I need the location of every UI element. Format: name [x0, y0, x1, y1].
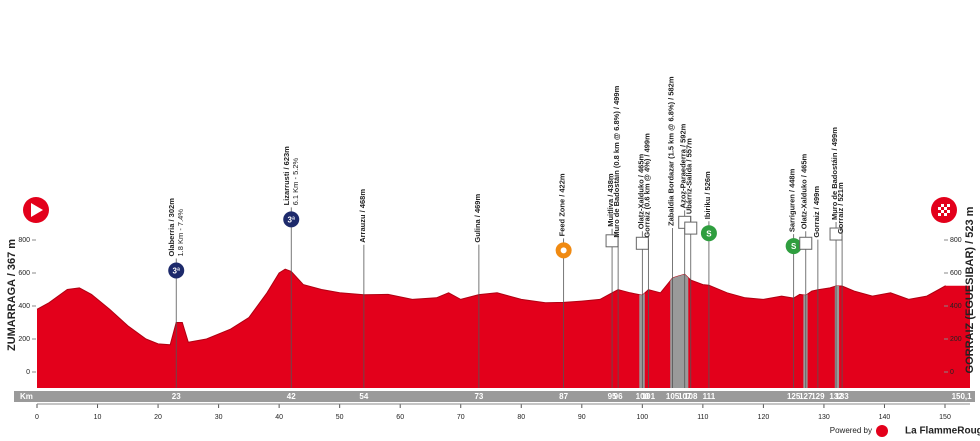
waypoint-km: 125	[787, 392, 801, 401]
icon-badge: 3ª	[173, 267, 180, 276]
y-tick-label: 600	[18, 270, 30, 277]
x-tick-label: 80	[517, 414, 525, 421]
waypoint-name: Lizarrusti / 623m	[282, 146, 291, 206]
x-tick-label: 140	[879, 414, 891, 421]
waypoint-km: 23	[172, 392, 181, 401]
finish-check	[938, 213, 941, 216]
waypoint-note: 6.1 Km - 5.2%	[291, 157, 300, 205]
x-tick-label: 110	[697, 414, 708, 421]
kom-icon	[283, 211, 300, 228]
x-tick-label: 120	[758, 414, 770, 421]
km-bar	[14, 391, 975, 402]
climb-zone	[834, 286, 840, 388]
waypoint-name: Ubárriz-Salida / 557m	[685, 138, 694, 214]
box-icon	[799, 236, 813, 250]
start-arrow	[31, 203, 43, 217]
waypoint-name: Gorraiz (0.6 km @ 4%) / 499m	[642, 133, 651, 238]
waypoint-name: Olatz-Xalduko / 465m	[800, 154, 809, 230]
waypoint-name: Gorraiz / 521m	[836, 182, 845, 234]
waypoint-name: Gorraiz / 499m	[812, 186, 821, 238]
finish-km: 150,1	[952, 392, 973, 401]
y-tick-label: 200	[18, 336, 30, 343]
finish-check	[944, 207, 947, 210]
waypoint-name: Muro de Badostáin (0.8 km @ 6.8%) / 499m	[612, 85, 621, 237]
profile-fill	[37, 269, 970, 388]
waypoint-km: 101	[642, 392, 656, 401]
finish-label: GORRAIZ (EGUESIBAR) / 523 m	[964, 206, 976, 373]
waypoint-name: Azoz-Paraederra / 592m	[679, 123, 688, 208]
y2-tick-label: 800	[950, 237, 962, 244]
x-tick-label: 50	[336, 414, 344, 421]
waypoint-km: 95	[608, 392, 617, 401]
brand-logo	[876, 425, 888, 437]
finish-check	[944, 213, 947, 216]
sprint-icon	[785, 238, 802, 255]
waypoint-km: 42	[287, 392, 296, 401]
y2-tick-label: 400	[950, 303, 962, 310]
feed-dot	[560, 247, 567, 254]
box-icon	[684, 221, 698, 235]
waypoint-km: 73	[474, 392, 483, 401]
box-icon	[635, 236, 649, 250]
x-tick-label: 0	[35, 414, 39, 421]
x-tick-label: 130	[818, 414, 830, 421]
finish-check	[938, 207, 941, 210]
waypoint-name: Feed Zone / 422m	[558, 173, 567, 236]
x-tick-label: 40	[275, 414, 283, 421]
y2-tick-label: 0	[950, 369, 954, 376]
x-tick-label: 100	[636, 414, 648, 421]
waypoint-km: 108	[684, 392, 698, 401]
y2-tick-label: 600	[950, 270, 962, 277]
start-label: ZUMARRAGA / 367 m	[6, 239, 18, 351]
waypoint-note: 1.8 Km - 7.4%	[176, 209, 185, 257]
x-tick-label: 150	[939, 414, 951, 421]
waypoint-km: 107	[678, 392, 692, 401]
waypoint-name: Muro de Badostáin / 499m	[830, 127, 839, 220]
waypoint-km: 132	[829, 392, 843, 401]
powered-by: Powered by	[830, 426, 872, 435]
icon-badge: 3ª	[288, 215, 295, 224]
waypoint-km: 54	[359, 392, 368, 401]
waypoint-km: 133	[835, 392, 849, 401]
icon-badge: S	[706, 229, 712, 238]
waypoint-name: Muitliva / 438m	[606, 173, 615, 227]
kom-icon	[168, 262, 185, 279]
waypoint-name: Arrauzu / 468m	[358, 189, 367, 243]
finish-check	[947, 210, 950, 213]
waypoint-name: Olatz-Xalduko / 465m	[636, 154, 645, 230]
finish-check	[947, 204, 950, 207]
finish-check	[941, 204, 944, 207]
waypoint-km: 96	[614, 392, 623, 401]
sprint-icon	[700, 225, 717, 242]
waypoint-km: 129	[811, 392, 825, 401]
finish-check	[941, 210, 944, 213]
y-tick-label: 400	[18, 303, 30, 310]
x-tick-label: 70	[457, 414, 465, 421]
box-icon	[829, 227, 843, 241]
x-tick-label: 20	[154, 414, 162, 421]
waypoint-km: 100	[636, 392, 650, 401]
waypoint-name: Gulina / 469m	[473, 194, 482, 243]
x-tick-label: 90	[578, 414, 586, 421]
waypoint-km: 105	[666, 392, 680, 401]
x-tick-label: 10	[94, 414, 102, 421]
x-tick-label: 60	[396, 414, 404, 421]
y2-tick-label: 200	[950, 336, 962, 343]
waypoint-km: 111	[703, 392, 716, 401]
y-tick-label: 800	[18, 237, 30, 244]
waypoint-name: Sarriguren / 448m	[788, 168, 797, 232]
waypoint-km: 87	[559, 392, 568, 401]
y-tick-label: 0	[26, 369, 30, 376]
waypoint-name: Zabaldia Bordazar (1.5 km @ 6.8%) / 582m	[667, 76, 676, 226]
waypoint-name: Olaberria / 302m	[167, 198, 176, 257]
brand: La FlammeRouge	[905, 426, 980, 437]
waypoint-km: 127	[799, 392, 813, 401]
icon-badge: S	[791, 242, 797, 251]
x-tick-label: 30	[215, 414, 223, 421]
km-unit: Km	[20, 392, 33, 401]
waypoint-name: Ibiriku / 526m	[703, 171, 712, 219]
climb-zone	[670, 274, 689, 388]
